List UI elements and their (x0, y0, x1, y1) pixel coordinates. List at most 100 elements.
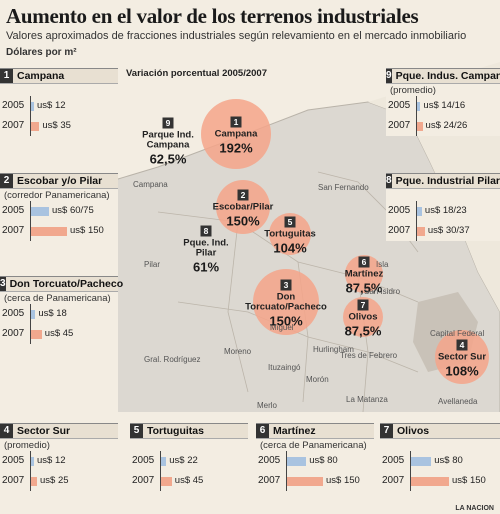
zone-number: 3 (284, 280, 289, 290)
place-name: Avellaneda (438, 397, 478, 406)
value-bar-2005 (31, 310, 36, 319)
year-label: 2007 (132, 475, 155, 486)
value-bar-2005 (31, 102, 34, 111)
zone-panel-9: 9 Pque. Indus. Campana (promedio) 2005 us$ 1… (386, 68, 500, 136)
zone-map-label: Sector Sur (438, 352, 486, 363)
value-bar-2005 (417, 207, 422, 216)
value-label-2007: us$ 150 (70, 225, 104, 236)
value-label-2007: us$ 45 (44, 328, 74, 339)
place-name: Tres de Febrero (340, 351, 398, 360)
bar-row-2005: 2005 us$ 12 (0, 451, 118, 471)
axis-line (30, 96, 31, 116)
bar-row-2005: 2005 us$ 14/16 (386, 96, 500, 116)
bar-row-2005: 2005 us$ 60/75 (0, 201, 118, 221)
units-label: Dólares por m² (6, 47, 77, 58)
zone-panel-5: 5 Tortuguitas 2005 us$ 22 2007 us$ 45 (130, 423, 248, 491)
place-name: Campana (133, 180, 168, 189)
value-label-2005: us$ 14/16 (423, 100, 466, 111)
zone-number-box (162, 117, 174, 129)
year-label: 2005 (132, 455, 155, 466)
zone-panel-6: 6 Martínez (cerca de Panamericana) 2005 us$ … (256, 423, 374, 491)
zone-map-label: Don (277, 292, 296, 303)
zone-map-label: Campana (215, 129, 258, 140)
zone-note: (cerca de Panamericana) (260, 440, 367, 451)
zone-name: Escobar y/o Pilar (17, 175, 103, 187)
zone-name: Campana (17, 70, 65, 82)
bar-row-2005: 2005 us$ 22 (130, 451, 248, 471)
value-label-2005: us$ 80 (434, 455, 463, 466)
zone-number: 7 (361, 300, 366, 310)
bar-row-2005: 2005 us$ 12 (0, 96, 118, 116)
year-label: 2005 (258, 455, 281, 466)
axis-line (416, 96, 417, 116)
year-label: 2005 (388, 205, 411, 216)
value-label-2005: us$ 12 (37, 100, 66, 111)
axis-line (30, 324, 31, 344)
zone-panel-7: 7 Olivos 2005 us$ 80 2007 us$ 150 (380, 423, 500, 491)
zone-name: Pque. Indus. Campana (395, 70, 500, 82)
variation-label: 61% (193, 260, 219, 275)
value-label-2007: us$ 45 (174, 475, 204, 486)
variation-circle (269, 213, 311, 255)
bar-row-2005: 2005 us$ 18/23 (386, 201, 500, 221)
zone-number-box (280, 279, 292, 291)
year-label: 2007 (258, 475, 281, 486)
zone-map-label: Escobar/Pilar (213, 202, 274, 213)
axis-line (30, 201, 31, 221)
value-bar-2005 (161, 457, 167, 466)
bar-row-2005: 2005 us$ 18 (0, 304, 118, 324)
zone-map-label: Campana (147, 140, 190, 151)
zone-number-badge: 8 (386, 174, 392, 188)
axis-line (410, 471, 411, 491)
zone-panel-8: 8 Pque. Industrial Pilar 2005 us$ 18/23 2007… (386, 173, 500, 241)
zone-number-badge: 5 (130, 424, 143, 438)
chart-subtitle: Valores aproximados de fracciones indust… (6, 30, 467, 42)
zone-panel-header: 9 Pque. Indus. Campana (386, 68, 500, 84)
zone-note: (corredor Panamericana) (4, 190, 110, 201)
zone-panel-2: 2 Escobar y/o Pilar (corredor Panamericana… (0, 173, 118, 241)
year-label: 2005 (2, 455, 25, 466)
place-name: San Fernando (318, 183, 369, 192)
value-bar-2007 (417, 122, 423, 131)
year-label: 2005 (388, 100, 411, 111)
value-bar-2007 (31, 122, 40, 131)
axis-line (30, 221, 31, 241)
axis-line (416, 116, 417, 136)
zone-map-label: Tortuguitas (264, 229, 316, 240)
zone-name: Martínez (273, 425, 316, 437)
place-name: Gral. Rodríguez (144, 355, 200, 364)
zone-number-box (200, 225, 212, 237)
zone-panel-header: 3 Don Torcuato/Pacheco (0, 276, 123, 292)
axis-line (30, 471, 31, 491)
axis-line (416, 201, 417, 221)
zone-number-box (456, 339, 468, 351)
place-name: La Matanza (346, 395, 388, 404)
value-label-2005: us$ 80 (309, 455, 338, 466)
zone-number-box (230, 116, 242, 128)
zone-panel-4: 4 Sector Sur (promedio) 2005 us$ 12 2007 us$ 2… (0, 423, 118, 491)
variation-label: 62,5% (150, 152, 187, 167)
place-name: Miguel (270, 323, 294, 332)
zone-map-label: Pque. Ind. (183, 238, 228, 249)
year-label: 2007 (388, 120, 411, 131)
source-credit: LA NACION (455, 505, 494, 512)
zone-number-box (358, 256, 370, 268)
zone-panel-3: 3 Don Torcuato/Pacheco (cerca de Panameric… (0, 276, 123, 344)
zone-number: 8 (204, 226, 209, 236)
zone-number: 5 (288, 217, 293, 227)
value-label-2007: us$ 35 (42, 120, 71, 131)
variation-label: 150% (269, 314, 303, 329)
zone-number: 1 (234, 117, 239, 127)
bar-row-2007: 2007 us$ 24/26 (386, 116, 500, 136)
zone-number: 6 (362, 257, 367, 267)
axis-line (30, 304, 31, 324)
zone-number-box (284, 216, 296, 228)
year-label: 2007 (2, 225, 25, 236)
bar-row-2005: 2005 us$ 80 (380, 451, 500, 471)
value-label-2007: us$ 24/26 (425, 120, 468, 131)
